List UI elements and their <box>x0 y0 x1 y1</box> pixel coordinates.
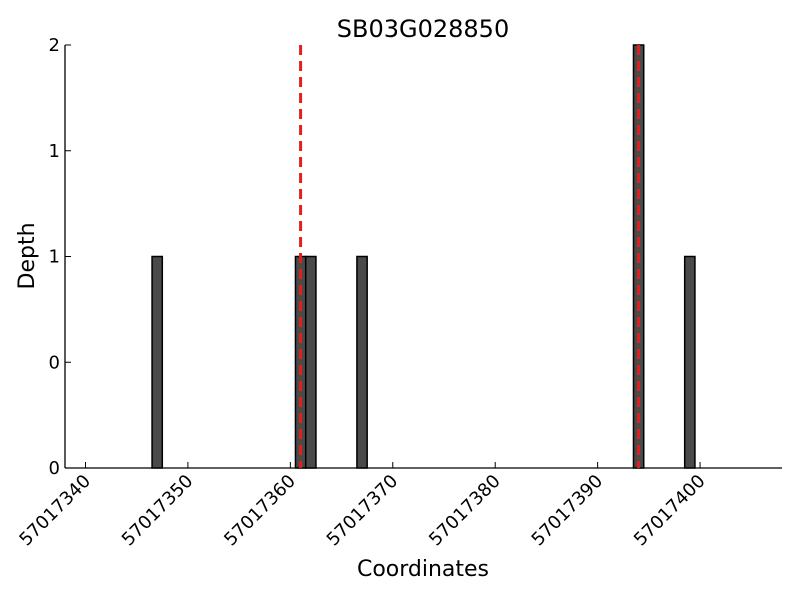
x-tick-label: 57017350 <box>118 471 198 551</box>
x-tick-label: 57017360 <box>220 471 300 551</box>
x-tick-label: 57017390 <box>528 471 608 551</box>
y-tick-label: 2 <box>49 35 60 56</box>
y-axis-label: Depth <box>15 222 40 289</box>
reference-lines <box>299 45 641 468</box>
y-tick-label: 0 <box>49 458 60 479</box>
x-axis-label: Coordinates <box>357 557 489 582</box>
bar <box>151 255 164 469</box>
bar <box>683 255 696 469</box>
axes <box>64 45 782 469</box>
x-tick-label: 57017340 <box>15 471 95 551</box>
y-tick-label: 0 <box>49 352 60 373</box>
bar <box>356 255 368 469</box>
bars <box>151 44 696 469</box>
x-tick-label: 57017370 <box>323 471 403 551</box>
x-tick-label: 57017380 <box>425 471 505 551</box>
y-tick-label: 1 <box>49 247 60 268</box>
chart-title: SB03G028850 <box>337 15 509 43</box>
y-ticks: 0 0 1 1 2 <box>49 35 71 479</box>
x-ticks: 57017340 57017350 57017360 57017370 57017380… <box>15 462 710 551</box>
bar <box>304 255 317 469</box>
y-tick-label: 1 <box>49 141 60 162</box>
x-tick-label: 57017400 <box>630 471 710 551</box>
